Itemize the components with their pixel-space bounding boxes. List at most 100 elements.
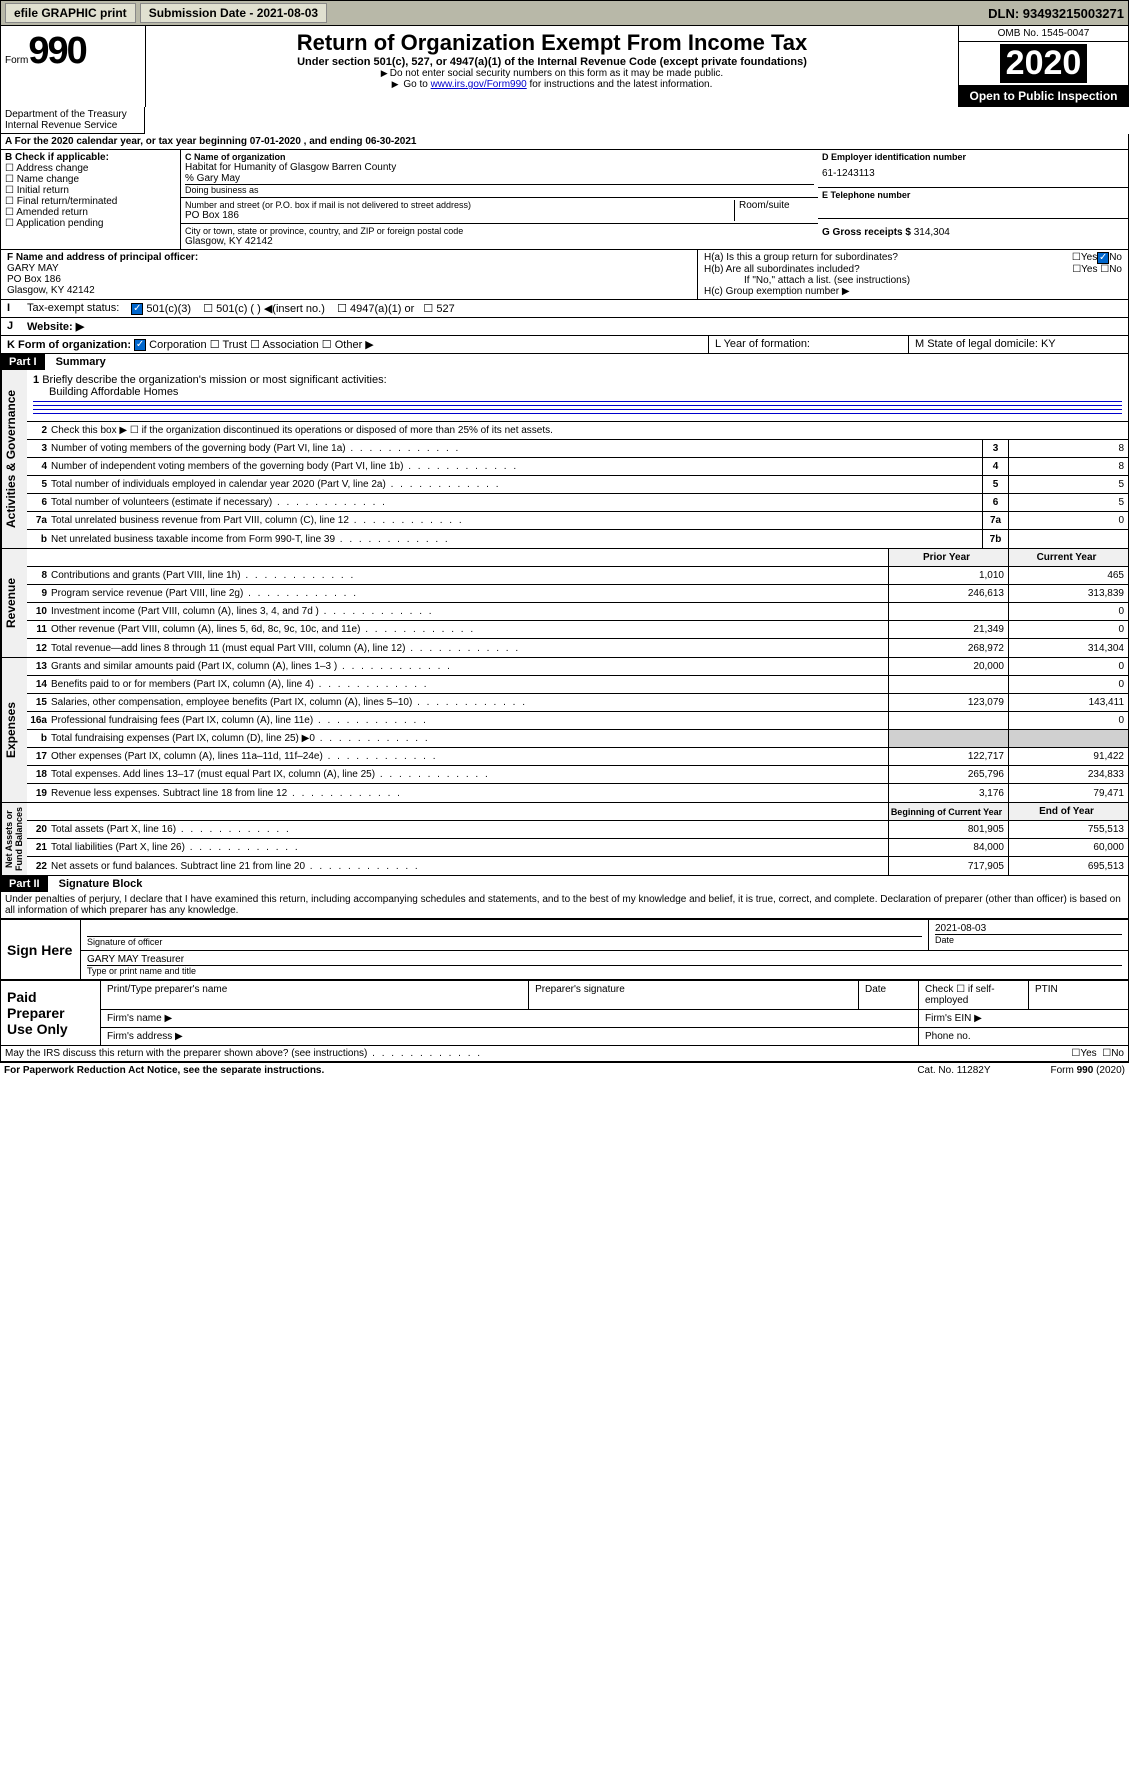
sig-date-cell: 2021-08-03 Date [929,920,1129,951]
form-header: Form990 Return of Organization Exempt Fr… [0,26,1129,107]
h-c: H(c) Group exemption number ▶ [704,286,1122,297]
footer-form: Form 990 (2020) [1051,1065,1125,1076]
line-l: L Year of formation: [708,336,908,353]
box-c: C Name of organization Habitat for Human… [181,150,818,249]
header-title-block: Return of Organization Exempt From Incom… [146,26,958,107]
part1-governance: Activities & Governance 1 Briefly descri… [0,370,1129,549]
mission: Building Affordable Homes [33,386,1122,398]
data-row: 22 Net assets or fund balances. Subtract… [27,857,1128,875]
addr-block: Number and street (or P.O. box if mail i… [181,198,818,224]
gov-row: 4 Number of independent voting members o… [27,458,1128,476]
data-row: 17 Other expenses (Part IX, column (A), … [27,748,1128,766]
box-e: E Telephone number [818,188,1128,219]
h-a-no-checked: ✓ [1097,252,1109,264]
dept: Department of the Treasury Internal Reve… [0,107,145,134]
irs-link[interactable]: www.irs.gov/Form990 [431,79,527,90]
gov-row: 7a Total unrelated business revenue from… [27,512,1128,530]
org-addr: PO Box 186 [185,210,734,221]
header-right: OMB No. 1545-0047 2020 Open to Public In… [958,26,1128,107]
open-public: Open to Public Inspection [959,85,1128,107]
form-num: 990 [28,30,85,72]
part2-header: Part II Signature Block [0,876,1129,892]
vtab-net: Net Assets orFund Balances [1,803,27,875]
gov-row: b Net unrelated business taxable income … [27,530,1128,548]
declaration: Under penalties of perjury, I declare th… [0,892,1129,919]
line-k: K Form of organization: ✓ Corporation ☐ … [1,336,708,353]
gross-receipts: 314,304 [914,227,950,238]
line-j: J Website: ▶ [0,318,1129,336]
part1-revenue: Revenue Prior YearCurrent Year 8 Contrib… [0,549,1129,658]
sign-here: Sign Here [1,920,81,980]
tax-year: 2020 [1000,44,1088,83]
line-a: A For the 2020 calendar year, or tax yea… [0,134,1129,150]
box-b: B Check if applicable: ☐ Address change … [1,150,181,249]
box-b-title: B Check if applicable: [5,152,176,163]
data-row: 21 Total liabilities (Part X, line 26) 8… [27,839,1128,857]
data-row: 13 Grants and similar amounts paid (Part… [27,658,1128,676]
form-subtitle: Under section 501(c), 527, or 4947(a)(1)… [154,56,950,68]
data-row: 14 Benefits paid to or for members (Part… [27,676,1128,694]
org-name: Habitat for Humanity of Glasgow Barren C… [185,162,814,173]
efile-btn[interactable]: efile GRAPHIC print [5,3,136,23]
form-title: Return of Organization Exempt From Incom… [154,30,950,56]
b-opt-2[interactable]: ☐ Initial return [5,185,176,196]
box-d: D Employer identification number 61-1243… [818,150,1128,188]
vtab-revenue: Revenue [1,549,27,657]
col-de: D Employer identification number 61-1243… [818,150,1128,249]
data-row: 15 Salaries, other compensation, employe… [27,694,1128,712]
sig-officer-cell: Signature of officer [81,920,929,951]
org-city: Glasgow, KY 42142 [185,236,814,247]
data-row: b Total fundraising expenses (Part IX, c… [27,730,1128,748]
topbar: efile GRAPHIC print Submission Date - 20… [0,0,1129,26]
part1-header: Part I Summary [0,354,1129,370]
paid-preparer-table: Paid Preparer Use Only Print/Type prepar… [0,980,1129,1046]
data-row: 16a Professional fundraising fees (Part … [27,712,1128,730]
omb: OMB No. 1545-0047 [959,26,1128,42]
dln: DLN: 93493215003271 [988,6,1124,21]
part1-netassets: Net Assets orFund Balances Beginning of … [0,803,1129,876]
paid-preparer: Paid Preparer Use Only [1,981,101,1046]
org-name-block: C Name of organization Habitat for Human… [181,150,818,198]
vtab-governance: Activities & Governance [1,370,27,548]
data-row: 8 Contributions and grants (Part VIII, l… [27,567,1128,585]
vtab-expenses: Expenses [1,658,27,802]
box-f: F Name and address of principal officer:… [1,250,698,299]
part1-expenses: Expenses 13 Grants and similar amounts p… [0,658,1129,803]
501c3-checked: ✓ [131,303,143,315]
box-g: G Gross receipts $ 314,304 [818,219,1128,240]
gov-row: 5 Total number of individuals employed i… [27,476,1128,494]
data-row: 18 Total expenses. Add lines 13–17 (must… [27,766,1128,784]
footer: For Paperwork Reduction Act Notice, see … [0,1062,1129,1078]
form-prefix: Form [5,55,28,66]
gov-row: 6 Total number of volunteers (estimate i… [27,494,1128,512]
form-number-box: Form990 [1,26,146,107]
line-klm: K Form of organization: ✓ Corporation ☐ … [0,336,1129,354]
sign-here-table: Sign Here Signature of officer 2021-08-0… [0,919,1129,980]
data-row: 9 Program service revenue (Part VIII, li… [27,585,1128,603]
b-opt-0[interactable]: ☐ Address change [5,163,176,174]
b-opt-4[interactable]: ☐ Amended return [5,207,176,218]
section-bcde: B Check if applicable: ☐ Address change … [0,150,1129,250]
city-block: City or town, state or province, country… [181,224,818,249]
data-row: 11 Other revenue (Part VIII, column (A),… [27,621,1128,639]
ein: 61-1243113 [822,162,1124,185]
submission-btn[interactable]: Submission Date - 2021-08-03 [140,3,327,23]
data-row: 10 Investment income (Part VIII, column … [27,603,1128,621]
note-link: Go to www.irs.gov/Form990 for instructio… [154,79,950,90]
data-row: 12 Total revenue—add lines 8 through 11 … [27,639,1128,657]
b-opt-5[interactable]: ☐ Application pending [5,218,176,229]
line-m: M State of legal domicile: KY [908,336,1128,353]
note-ssn: Do not enter social security numbers on … [154,68,950,79]
k-corp-checked: ✓ [134,339,146,351]
box-h: H(a) Is this a group return for subordin… [698,250,1128,299]
data-row: 19 Revenue less expenses. Subtract line … [27,784,1128,802]
data-row: 20 Total assets (Part X, line 16) 801,90… [27,821,1128,839]
discuss-row: May the IRS discuss this return with the… [0,1046,1129,1062]
b-opt-3[interactable]: ☐ Final return/terminated [5,196,176,207]
b-opt-1[interactable]: ☐ Name change [5,174,176,185]
name-title-cell: GARY MAY Treasurer Type or print name an… [81,951,1129,980]
line-i: I Tax-exempt status: ✓ 501(c)(3) ☐ 501(c… [0,300,1129,318]
officer-name: GARY MAY [7,263,691,274]
org-care: % Gary May [185,173,814,185]
gov-row: 3 Number of voting members of the govern… [27,440,1128,458]
